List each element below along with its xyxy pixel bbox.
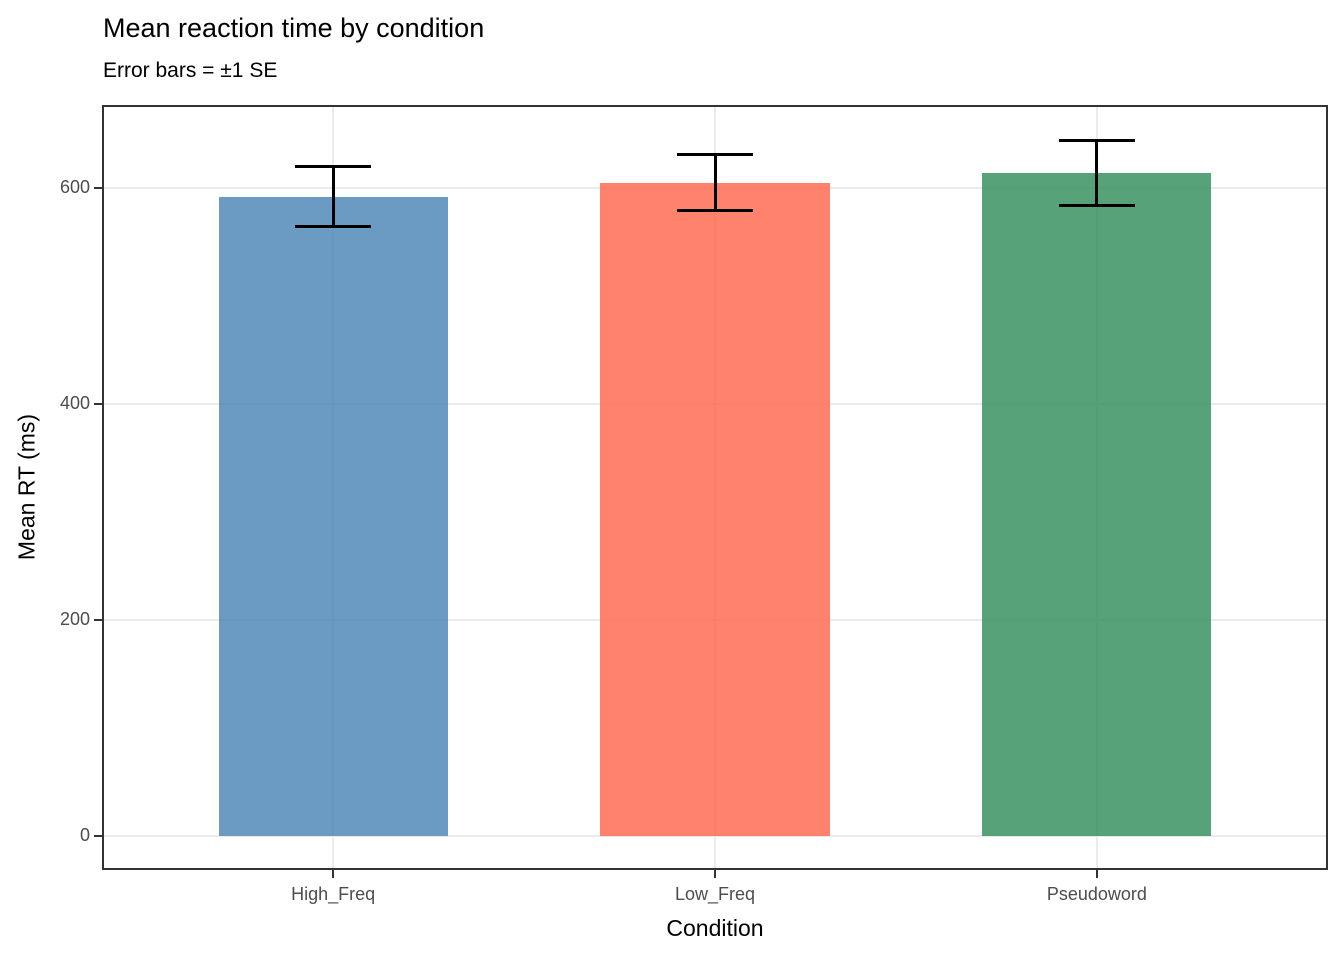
error-bar-line [713, 154, 717, 211]
plot-panel [102, 105, 1328, 870]
bar-low_freq [600, 182, 830, 836]
y-axis-tick [94, 402, 102, 405]
error-bar-line [331, 166, 335, 227]
error-bar-cap-bottom [1058, 203, 1136, 207]
chart-subtitle: Error bars = ±1 SE [103, 59, 278, 82]
error-bar-cap-top [294, 164, 372, 168]
chart-title: Mean reaction time by condition [103, 13, 485, 43]
error-bar-line [1095, 140, 1099, 206]
x-axis-title: Condition [666, 915, 764, 941]
y-axis-tick [94, 618, 102, 621]
y-axis-tick [94, 834, 102, 837]
bar-high_freq [218, 196, 448, 836]
y-tick-label: 400 [59, 392, 90, 413]
y-tick-label: 0 [79, 824, 90, 845]
x-axis-tick [1095, 870, 1098, 878]
x-tick-label: Pseudoword [1046, 884, 1147, 904]
error-bar-cap-bottom [676, 209, 754, 213]
x-axis-tick [714, 870, 716, 878]
error-bar-cap-bottom [294, 225, 372, 229]
x-tick-label: High_Freq [291, 884, 376, 904]
y-tick-label: 600 [59, 176, 90, 197]
y-tick-label: 200 [59, 608, 90, 629]
x-tick-label: Low_Freq [674, 884, 756, 904]
x-axis-tick [332, 870, 335, 878]
error-bar-cap-top [1058, 138, 1136, 142]
y-axis-tick [94, 186, 102, 189]
y-axis-title: Mean RT (ms) [13, 413, 40, 561]
error-bar-cap-top [676, 152, 754, 156]
bar-pseudoword [982, 172, 1212, 836]
